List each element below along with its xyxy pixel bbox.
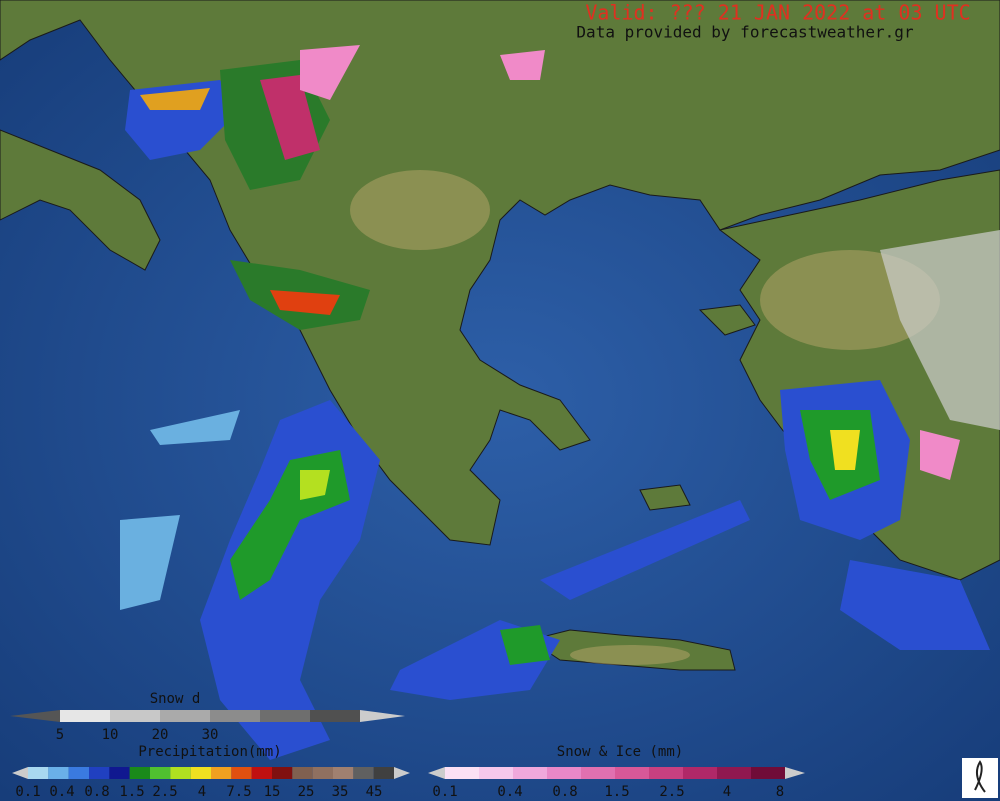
legend-label: 15 bbox=[264, 784, 281, 800]
legend-label: 25 bbox=[298, 784, 315, 800]
color-swatch bbox=[479, 767, 513, 779]
color-swatch bbox=[333, 767, 354, 779]
color-swatch bbox=[68, 767, 89, 779]
legend-label: 0.4 bbox=[497, 784, 522, 800]
legend-label: 10 bbox=[102, 727, 119, 743]
color-swatch bbox=[190, 767, 211, 779]
legend-label: 4 bbox=[723, 784, 731, 800]
legend-label: 1.5 bbox=[604, 784, 629, 800]
color-swatch bbox=[89, 767, 110, 779]
color-swatch bbox=[547, 767, 581, 779]
legend-label: 7.5 bbox=[226, 784, 251, 800]
snow-depth-legend: Snow d 5 10 20 30 bbox=[10, 691, 405, 743]
legend-title: Precipitation(mm) bbox=[138, 744, 281, 760]
valid-time: Valid: ??? 21 JAN 2022 at 03 UTC bbox=[585, 1, 970, 25]
color-swatch bbox=[150, 767, 171, 779]
color-swatch bbox=[373, 767, 394, 779]
color-swatch bbox=[615, 767, 649, 779]
legend-label: 0.4 bbox=[49, 784, 74, 800]
legend-title: Snow d bbox=[150, 691, 201, 707]
color-swatch bbox=[683, 767, 717, 779]
snow-ice-legend: Snow & Ice (mm) 0.1 0.4 0.8 1.5 2.5 4 8 bbox=[428, 744, 805, 800]
color-swatch bbox=[231, 767, 252, 779]
legend-label: 0.8 bbox=[552, 784, 577, 800]
color-swatch bbox=[717, 767, 751, 779]
legend-label: 0.1 bbox=[15, 784, 40, 800]
legend-label: 0.8 bbox=[84, 784, 109, 800]
legend-label: 20 bbox=[152, 727, 169, 743]
color-swatch bbox=[292, 767, 313, 779]
color-swatch bbox=[751, 767, 785, 779]
color-swatch bbox=[272, 767, 293, 779]
legend-label: 35 bbox=[332, 784, 349, 800]
color-swatch bbox=[211, 767, 232, 779]
color-swatch bbox=[353, 767, 374, 779]
legend-label: 5 bbox=[56, 727, 64, 743]
precipitation-field bbox=[120, 45, 1000, 760]
color-swatch bbox=[312, 767, 333, 779]
color-swatch bbox=[513, 767, 547, 779]
color-swatch bbox=[649, 767, 683, 779]
legend-label: 2.5 bbox=[152, 784, 177, 800]
color-swatch bbox=[445, 767, 479, 779]
color-swatch bbox=[48, 767, 69, 779]
legend-label: 4 bbox=[198, 784, 206, 800]
legend-title: Snow & Ice (mm) bbox=[557, 744, 683, 760]
precipitation-legend: Precipitation(mm) 0.1 0.4 0.8 1.5 2.5 4 7.5 15 2… bbox=[12, 744, 410, 800]
color-swatch bbox=[129, 767, 150, 779]
legend-label: 0.1 bbox=[432, 784, 457, 800]
logo bbox=[962, 758, 998, 798]
legend-label: 1.5 bbox=[119, 784, 144, 800]
legend-label: 8 bbox=[776, 784, 784, 800]
legend-label: 30 bbox=[202, 727, 219, 743]
data-source: Data provided by forecastweather.gr bbox=[576, 23, 914, 42]
color-swatch bbox=[251, 767, 272, 779]
color-swatch bbox=[170, 767, 191, 779]
color-swatch bbox=[581, 767, 615, 779]
legend-label: 2.5 bbox=[659, 784, 684, 800]
color-swatch bbox=[28, 767, 49, 779]
legend-label: 45 bbox=[366, 784, 383, 800]
color-swatch bbox=[109, 767, 130, 779]
